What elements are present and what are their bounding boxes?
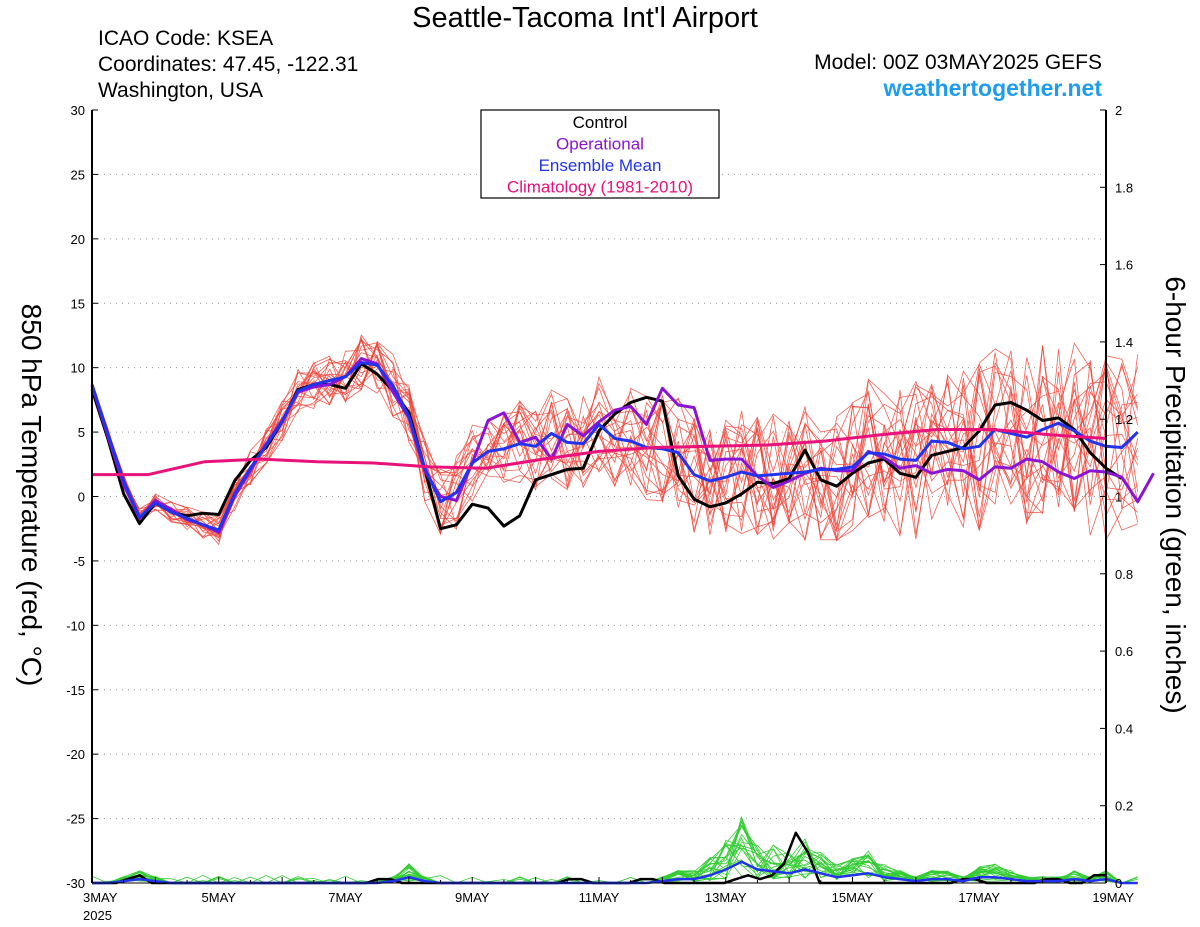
y-tick-label: -10 (66, 618, 85, 633)
y2-tick-label: 1.8 (1115, 180, 1133, 195)
coordinates: Coordinates: 47.45, -122.31 (98, 53, 359, 76)
y-tick-label: 0 (78, 490, 85, 505)
y2-tick-label: 1.2 (1115, 412, 1133, 427)
model-run: Model: 00Z 03MAY2025 GEFS (814, 51, 1102, 74)
y2-tick-label: 1.6 (1115, 258, 1133, 273)
region: Washington, USA (98, 79, 263, 102)
legend-box (480, 109, 720, 199)
legend-entry: Control (573, 113, 628, 132)
x-tick-label: 3MAY (83, 890, 118, 905)
y-tick-label: -5 (73, 554, 85, 569)
y2-axis-label: 6-hour Precipitation (green, inches) (1160, 276, 1191, 713)
x-tick-label: 11MAY (579, 890, 620, 905)
temp-member-line (91, 352, 1139, 535)
y-tick-label: -15 (66, 683, 85, 698)
x-tick-label: 13MAY (705, 890, 747, 905)
y-tick-label: 25 (71, 167, 85, 182)
temp-member-line (91, 342, 1139, 536)
y-tick-label: 10 (71, 361, 85, 376)
x-tick-year: 2025 (83, 908, 112, 923)
legend: Control Operational Ensemble Mean Climatolo… (480, 109, 720, 199)
y-tick-label: 5 (78, 425, 85, 440)
x-tick-label: 15MAY (832, 890, 874, 905)
y-tick-label: 20 (71, 232, 85, 247)
y-tick-label: -30 (66, 876, 85, 891)
y-tick-label: -20 (66, 747, 85, 762)
y-axis-label: 850 hPa Temperature (red, °C) (16, 304, 47, 687)
y-tick-label: -25 (66, 812, 85, 827)
y2-tick-label: 2 (1115, 103, 1122, 118)
ensemble-members (91, 334, 1139, 884)
site-link[interactable]: weathertogether.net (883, 75, 1102, 101)
y-tick-label: 30 (71, 103, 85, 118)
x-tick-label: 17MAY (958, 890, 1000, 905)
legend-entry: Climatology (1981-2010) (507, 178, 693, 197)
x-tick-label: 9MAY (455, 890, 490, 905)
precip-member-line (92, 819, 1138, 884)
chart-title: Seattle-Tacoma Int'l Airport (412, 2, 758, 34)
y2-tick-label: 0 (1115, 876, 1122, 891)
temp-member-line (91, 335, 1139, 546)
x-tick-label: 7MAY (328, 890, 363, 905)
legend-entry: Operational (556, 135, 644, 154)
legend-entry: Ensemble Mean (539, 156, 662, 175)
ensemble-mean-line (90, 361, 1139, 532)
temp-member-line (91, 338, 1139, 534)
series-lines (90, 357, 1155, 885)
y2-tick-label: 0.6 (1115, 644, 1133, 659)
temp-member-line (91, 344, 1139, 542)
axes: 302520151050-5-10-15-20-25-3021.81.61.41… (16, 103, 1191, 923)
y2-tick-label: 1 (1115, 490, 1122, 505)
y-tick-label: 15 (71, 296, 85, 311)
y2-tick-label: 1.4 (1115, 335, 1133, 350)
y2-tick-label: 0.4 (1115, 721, 1133, 736)
temp-member-line (91, 356, 1138, 542)
icao-code: ICAO Code: KSEA (98, 27, 274, 50)
x-tick-label: 19MAY (1092, 890, 1134, 905)
temp-member-line (91, 343, 1138, 541)
x-tick-label: 5MAY (202, 890, 237, 905)
grid (92, 173, 1106, 820)
y2-tick-label: 0.8 (1115, 567, 1133, 582)
y2-tick-label: 0.2 (1115, 799, 1133, 814)
climatology-1981-2010-line (92, 428, 1107, 477)
temp-member-line (91, 338, 1138, 541)
